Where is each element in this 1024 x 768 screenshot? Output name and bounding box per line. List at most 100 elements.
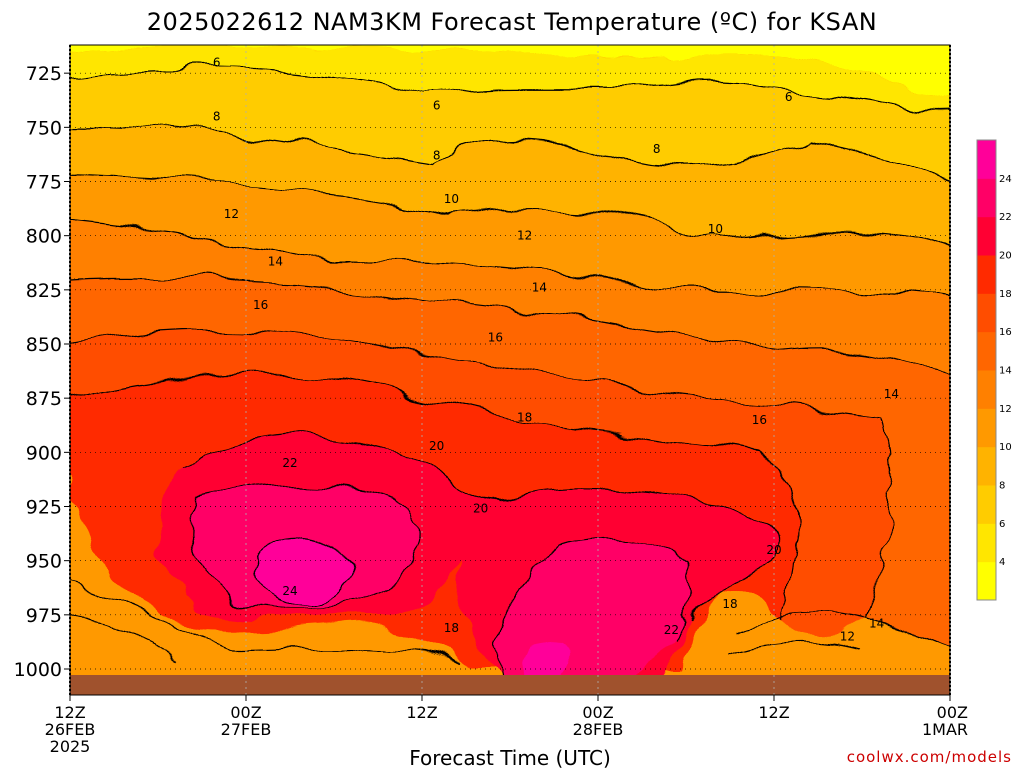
y-tick-label-925: 925 xyxy=(26,497,62,519)
colorbar-segment-4 xyxy=(977,408,996,448)
band-12-14 xyxy=(70,221,950,376)
colorbar-segment-3 xyxy=(977,446,996,486)
y-tick-label-975: 975 xyxy=(26,605,62,627)
contour-22b xyxy=(496,537,695,681)
contour-label-16: 16 xyxy=(488,331,503,345)
y-tick-label-800: 800 xyxy=(26,226,62,248)
colorbar-tick-8: 8 xyxy=(999,481,1005,492)
contour-label-6: 6 xyxy=(433,99,441,113)
colorbar-tick-10: 10 xyxy=(999,442,1012,453)
contour-label-22: 22 xyxy=(282,456,297,470)
contour-24 xyxy=(253,535,352,606)
colorbar-tick-12: 12 xyxy=(999,404,1012,415)
colorbar-tick-6: 6 xyxy=(999,519,1005,530)
x-tick-label-0-2: 26FEB xyxy=(45,720,96,739)
x-tick-label-5-2: 1MAR xyxy=(922,720,968,739)
contour-14-low xyxy=(739,612,950,648)
contour-label-20: 20 xyxy=(429,439,444,453)
x-tick-label-5-1: 00Z xyxy=(937,703,968,722)
y-tick-label-875: 875 xyxy=(26,388,62,410)
contour-label-14: 14 xyxy=(268,255,283,269)
colorbar-segment-0 xyxy=(977,561,996,601)
colorbar-segment-9 xyxy=(977,216,996,256)
colorbar-tick-18: 18 xyxy=(999,289,1012,300)
temperature-field xyxy=(70,45,950,680)
y-tick-label-950: 950 xyxy=(26,551,62,573)
colorbar-segment-8 xyxy=(977,255,996,294)
y-tick-label-750: 750 xyxy=(26,117,62,139)
plot-area xyxy=(70,45,950,695)
band-6-8 xyxy=(70,67,950,184)
x-tick-label-3-1: 00Z xyxy=(582,703,613,722)
y-tick-label-1000: 1000 xyxy=(14,659,62,681)
contour-label-18: 18 xyxy=(444,621,459,635)
band-10-12 xyxy=(70,175,950,299)
contour-lines xyxy=(70,67,950,681)
contour-22a xyxy=(191,484,419,610)
colorbar-tick-24: 24 xyxy=(999,174,1012,185)
colorbar-border xyxy=(976,139,997,601)
contour-12 xyxy=(70,220,950,300)
contour-label-12: 12 xyxy=(840,630,855,644)
contour-20 xyxy=(179,435,780,621)
contour-label-18: 18 xyxy=(517,411,532,425)
contour-label-12: 12 xyxy=(224,207,239,221)
contour-label-12: 12 xyxy=(517,229,532,243)
chart-title: 2025022612 NAM3KM Forecast Temperature (… xyxy=(147,8,877,36)
colorbar-segment-7 xyxy=(977,293,996,333)
contour-10 xyxy=(70,174,950,252)
contour-label-10: 10 xyxy=(444,192,459,206)
grid-lines xyxy=(70,45,950,695)
x-tick-label-0-3: 2025 xyxy=(50,737,91,756)
colorbar-tick-4: 4 xyxy=(999,557,1005,568)
y-tick-label-775: 775 xyxy=(26,172,62,194)
contour-label-8: 8 xyxy=(213,110,221,124)
x-tick-label-2-1: 12Z xyxy=(406,703,437,722)
contour-label-24: 24 xyxy=(282,584,297,598)
band-4-6 xyxy=(70,46,950,111)
contour-label-10: 10 xyxy=(708,222,723,236)
contour-label-14: 14 xyxy=(884,387,899,401)
band-2-4 xyxy=(70,45,950,98)
y-axis: 725 750 775 800 825 850 875 900 925 950 975 1000 xyxy=(14,63,70,681)
band-14-16 xyxy=(70,277,950,647)
x-tick-label-0-1: 12Z xyxy=(54,703,85,722)
colorbar-tick-22: 22 xyxy=(999,212,1012,223)
contour-16 xyxy=(70,327,892,621)
contour-label-8: 8 xyxy=(433,149,441,163)
colorbar-segment-6 xyxy=(977,331,996,371)
band-8-10 xyxy=(70,125,950,251)
colorbar-tick-14: 14 xyxy=(999,366,1012,377)
band-24-26 xyxy=(254,536,570,680)
contour-label-18: 18 xyxy=(722,597,737,611)
x-axis-label: Forecast Time (UTC) xyxy=(409,746,611,768)
band-16-18 xyxy=(70,328,891,635)
contour-label-14: 14 xyxy=(869,617,884,631)
contour-14 xyxy=(70,276,950,376)
contour-label-8: 8 xyxy=(653,142,661,156)
x-tick-label-1-2: 27FEB xyxy=(221,720,272,739)
ground-layer xyxy=(70,675,950,695)
colorbar-segment-2 xyxy=(977,485,996,524)
colorbar-tick-16: 16 xyxy=(999,327,1012,338)
contour-18 xyxy=(70,373,797,621)
x-tick-label-4-1: 12Z xyxy=(758,703,789,722)
credit-link[interactable]: coolwx.com/models xyxy=(847,748,1012,766)
contour-label-14: 14 xyxy=(532,281,547,295)
contour-label-16: 16 xyxy=(752,413,767,427)
contour-label-6: 6 xyxy=(785,90,793,104)
contour-12-low xyxy=(729,642,861,656)
y-tick-label-850: 850 xyxy=(26,334,62,356)
band-22-24 xyxy=(192,485,694,680)
contour-6 xyxy=(70,67,950,112)
colorbar-segment-10 xyxy=(977,178,996,218)
contour-18-low xyxy=(70,582,461,661)
y-tick-label-825: 825 xyxy=(26,280,62,302)
contour-16-low xyxy=(70,612,181,661)
contour-label-20: 20 xyxy=(766,543,781,557)
contour-label-20: 20 xyxy=(473,502,488,516)
colorbar: 4 6 8 10 12 14 16 18 20 22 24 xyxy=(976,139,1012,601)
contour-label-6: 6 xyxy=(213,55,221,69)
colorbar-segment-1 xyxy=(977,523,996,563)
